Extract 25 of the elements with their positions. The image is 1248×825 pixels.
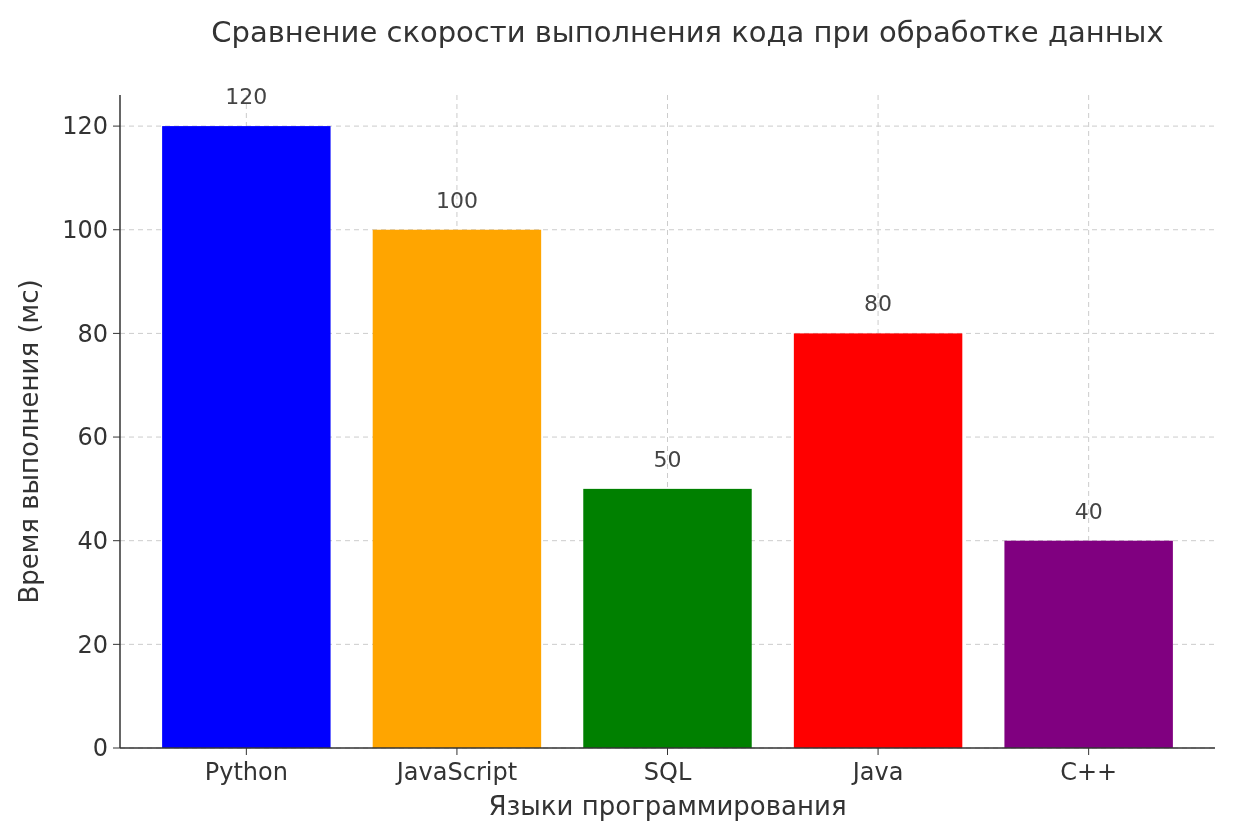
bar: [793, 333, 963, 748]
bar: [162, 126, 331, 748]
y-tick-label: 100: [62, 216, 108, 245]
y-axis-title: Время выполнения (мс): [14, 279, 44, 604]
y-tick-label: 80: [77, 319, 108, 348]
y-tick-label: 60: [77, 423, 108, 452]
data-label: 80: [864, 291, 893, 317]
x-tick-label: C++: [1060, 758, 1118, 786]
bar: [372, 229, 542, 748]
data-label: 120: [225, 84, 268, 110]
bar: [583, 488, 752, 748]
y-tick-label: 40: [77, 527, 108, 556]
x-tick-label: SQL: [643, 758, 692, 786]
y-tick-label: 0: [92, 734, 108, 763]
x-tick-label: Java: [850, 758, 904, 786]
data-label: 100: [435, 187, 478, 213]
y-tick-label: 120: [62, 112, 108, 141]
x-axis-title: Языки программирования: [488, 791, 847, 821]
data-label: 50: [653, 446, 682, 472]
x-tick-label: JavaScript: [394, 758, 518, 786]
chart-title: Сравнение скорости выполнения кода при обработке данных: [211, 15, 1164, 49]
y-tick-label: 20: [77, 630, 108, 659]
bar: [1004, 540, 1173, 748]
data-label: 40: [1074, 498, 1103, 524]
x-tick-label: Python: [204, 758, 288, 786]
